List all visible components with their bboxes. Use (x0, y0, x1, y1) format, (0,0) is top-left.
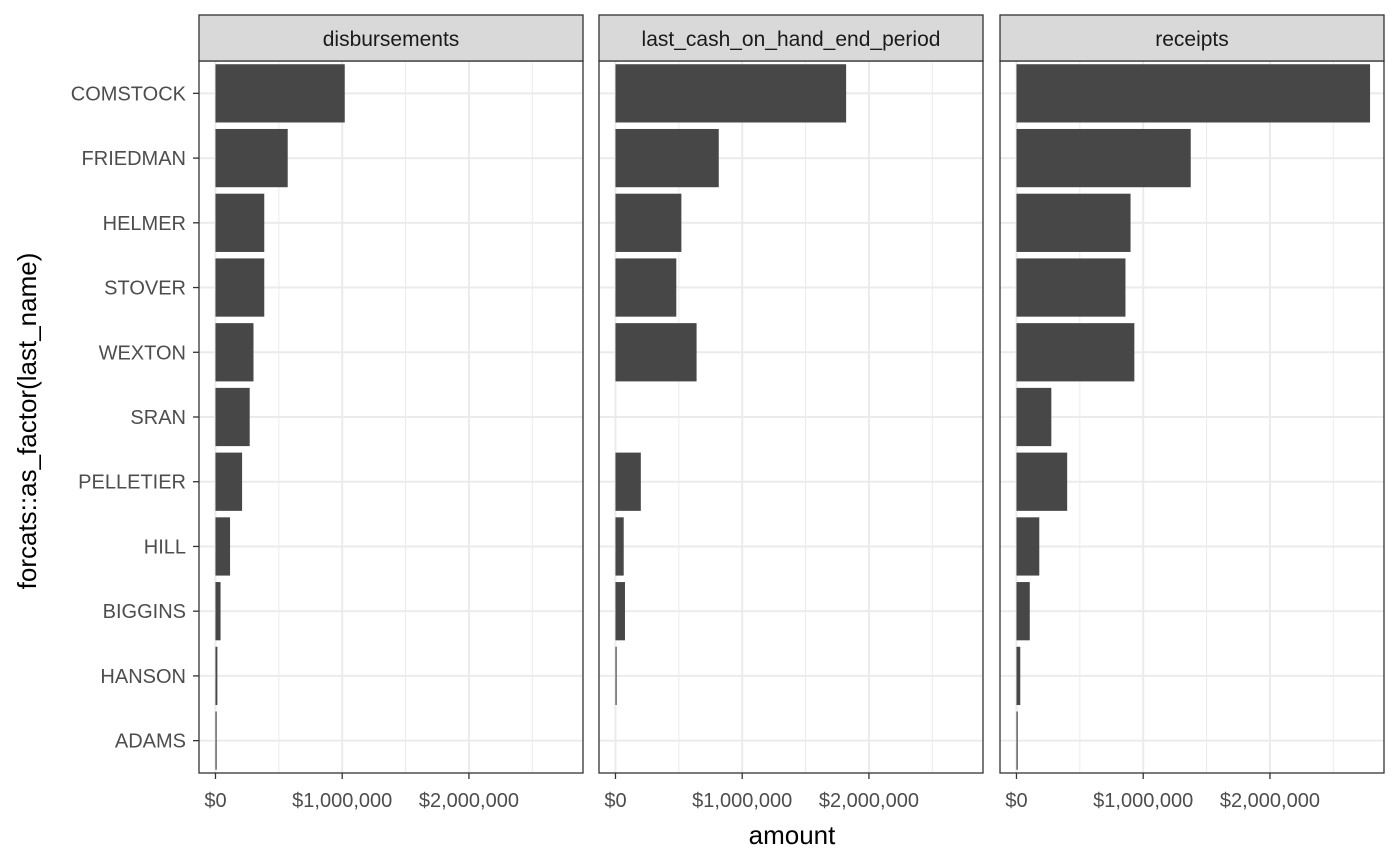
bar-wexton (615, 323, 697, 382)
bar-comstock (615, 64, 847, 123)
y-tick-label-comstock: COMSTOCK (71, 83, 187, 105)
x-tick-label: $0 (204, 790, 226, 812)
bar-comstock (1016, 64, 1371, 123)
x-tick-label: $1,000,000 (692, 790, 792, 812)
y-tick-label-sran: SRAN (130, 407, 186, 429)
bar-biggins (615, 582, 625, 641)
x-tick-label: $2,000,000 (819, 790, 919, 812)
bar-helmer (215, 193, 265, 252)
y-tick-label-pelletier: PELLETIER (78, 472, 186, 494)
y-tick-label-hanson: HANSON (100, 666, 186, 688)
bar-biggins (215, 582, 221, 641)
bar-pelletier (215, 452, 243, 511)
bar-sran (1016, 387, 1052, 447)
bar-wexton (215, 323, 254, 382)
y-axis: COMSTOCK FRIEDMAN HELMER STOVER WEXTON SRAN PE… (71, 83, 199, 753)
bar-stover (215, 258, 265, 317)
bar-adams (1016, 711, 1018, 770)
bar-stover (615, 258, 677, 317)
facet-strip-label: receipts (1155, 28, 1229, 51)
bar-friedman (1016, 128, 1191, 188)
y-tick-label-hill: HILL (144, 536, 186, 558)
facet-strip (598, 14, 984, 62)
bar-stover (1016, 258, 1126, 317)
y-tick-label-helmer: HELMER (103, 213, 186, 235)
x-tick-label: $1,000,000 (1093, 790, 1193, 812)
bar-wexton (1016, 323, 1135, 382)
bar-helmer (1016, 193, 1131, 252)
facet-strip-label: last_cash_on_hand_end_period (642, 28, 941, 51)
x-tick-label: $1,000,000 (292, 790, 392, 812)
bar-pelletier (615, 452, 641, 511)
x-axis-title: amount (749, 820, 836, 850)
bar-hill (1016, 517, 1040, 576)
y-tick-label-biggins: BIGGINS (103, 601, 186, 623)
bar-friedman (615, 128, 719, 188)
bar-sran (215, 387, 250, 447)
facet-panel-receipts: receipts $0 $1,000,000 $2,000,000 (999, 14, 1385, 812)
x-tick-label: $2,000,000 (419, 790, 519, 812)
bar-biggins (1016, 582, 1030, 641)
facet-panel-last-cash-on-hand-end-period: last_cash_on_hand_end_period $0 $1,000,000… (598, 14, 984, 812)
y-tick-label-adams: ADAMS (115, 731, 186, 753)
y-tick-label-wexton: WEXTON (99, 342, 186, 364)
bar-hill (215, 517, 231, 576)
bar-hanson (215, 646, 218, 706)
x-tick-label: $2,000,000 (1220, 790, 1320, 812)
bar-friedman (215, 128, 288, 188)
facet-strip-label: disbursements (323, 28, 460, 51)
y-tick-label-friedman: FRIEDMAN (82, 148, 186, 170)
x-tick-label: $0 (1005, 790, 1027, 812)
bar-pelletier (1016, 452, 1068, 511)
plot-layer: disbursements$0 $1,000,000 $2,000,000last_… (71, 14, 1385, 812)
facet-panel-disbursements: disbursements $0 $1,000,000 $2,000,000 (198, 14, 584, 812)
y-tick-label-stover: STOVER (104, 278, 186, 300)
facet-strip (999, 14, 1385, 62)
bar-adams (215, 711, 217, 770)
bar-hanson (1016, 646, 1021, 706)
bar-hanson (615, 646, 617, 706)
x-tick-label: $0 (604, 790, 626, 812)
bar-comstock (215, 64, 345, 123)
y-axis-title: forcats::as_factor(last_name) (12, 253, 42, 590)
bar-helmer (615, 193, 682, 252)
bar-hill (615, 517, 624, 576)
facet-strip (198, 14, 584, 62)
